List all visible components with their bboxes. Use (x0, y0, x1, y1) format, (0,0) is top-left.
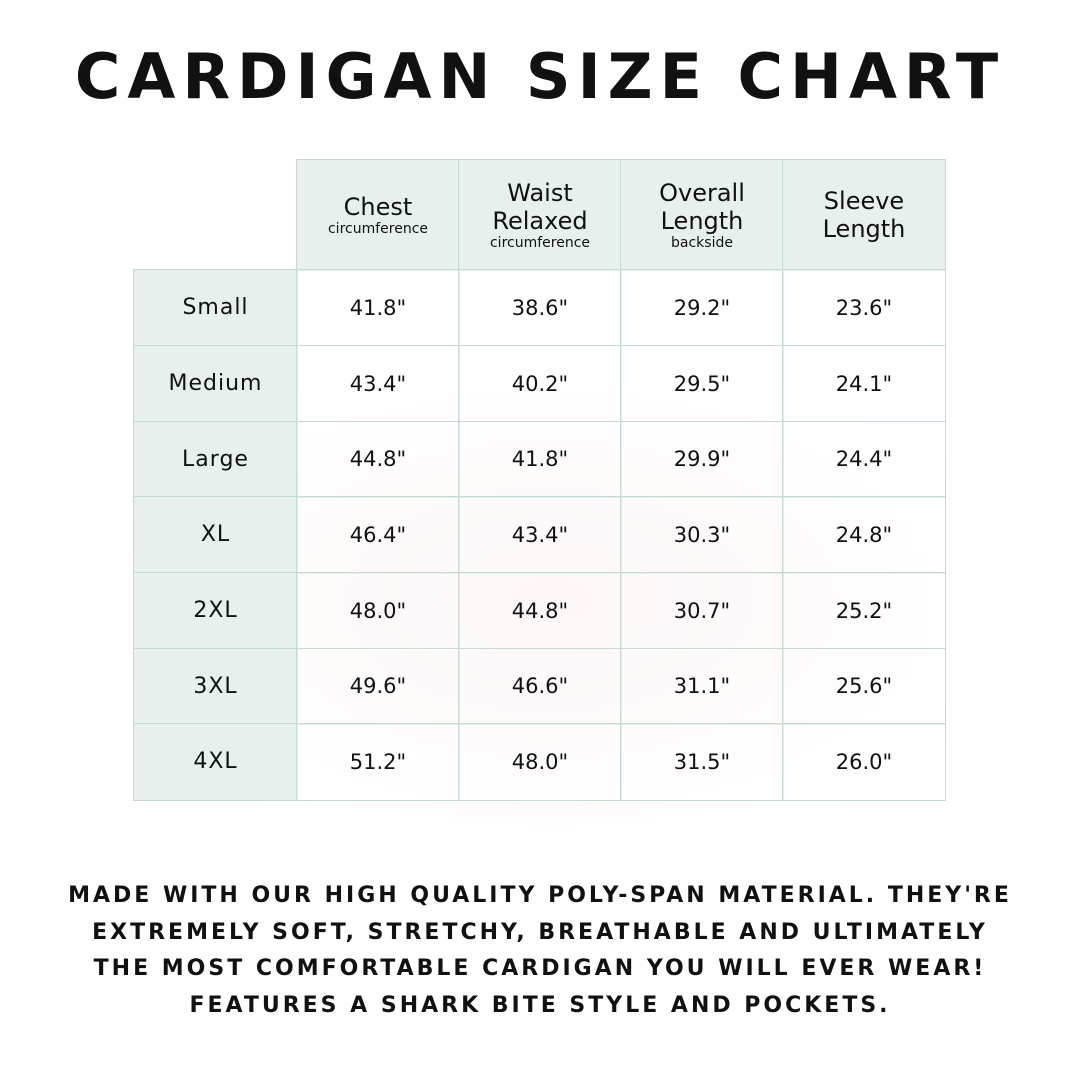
column-sublabel: circumference (327, 221, 429, 237)
cell-text: 25.6" (835, 674, 893, 699)
row-size-label: 4XL (133, 723, 298, 801)
table-cell: 30.7" (620, 572, 784, 650)
cell-text: 43.4" (349, 371, 407, 396)
cell-text: 31.1" (673, 674, 731, 699)
table-cell: 51.2" (296, 723, 460, 801)
table-cell: 38.6" (458, 269, 622, 347)
cell-text: 24.8" (835, 522, 893, 547)
cell-text: 40.2" (511, 371, 569, 396)
cell-text: 30.3" (673, 522, 731, 547)
table-cell: 31.5" (620, 723, 784, 801)
cell-text: Medium (168, 371, 263, 397)
column-sublabel: backside (671, 235, 733, 251)
row-size-label: 3XL (133, 647, 298, 725)
table-cell: 29.9" (620, 420, 784, 498)
description-line: extremely soft, stretchy, breathable and… (92, 919, 988, 945)
table-cell: 29.2" (620, 269, 784, 347)
column-label: Sleeve Length (822, 187, 906, 243)
table-cell: 40.2" (458, 344, 622, 423)
row-size-label: Large (133, 420, 298, 498)
row-size-label: Small (133, 269, 298, 347)
cell-text: 41.8" (511, 447, 569, 472)
cell-text: 30.7" (673, 598, 731, 623)
cell-text: 2XL (193, 598, 238, 624)
table-cell: 48.0" (296, 572, 460, 650)
table-cell: 43.4" (296, 344, 460, 423)
cell-text: 46.4" (349, 522, 407, 547)
cell-text: 29.5" (673, 371, 731, 396)
cell-text: 4XL (193, 749, 238, 775)
column-label: Chest (343, 193, 413, 221)
description-line: the most comfortable cardigan you will e… (93, 956, 987, 981)
cell-text: 24.1" (835, 371, 893, 396)
table-cell: 43.4" (458, 496, 622, 574)
table-cell: 31.1" (620, 647, 784, 725)
description: Made with our high quality poly-span mat… (0, 878, 1080, 1024)
column-header: Chest circumference (296, 159, 460, 271)
cell-text: 51.2" (349, 749, 407, 774)
table-cell: 48.0" (458, 723, 622, 801)
page-title: Cardigan Size Chart (74, 40, 1006, 113)
cell-text: 26.0" (835, 749, 893, 774)
description-line: Features a shark bite style and pockets. (189, 992, 891, 1018)
table-cell: 30.3" (620, 496, 784, 574)
cell-text: 38.6" (511, 295, 569, 320)
table-cell: 41.8" (296, 269, 460, 347)
table-cell: 44.8" (458, 572, 622, 650)
column-header: Sleeve Length (782, 159, 946, 271)
cell-text: XL (200, 522, 231, 548)
size-table: Chest circumference Waist Relaxed circumfer… (133, 159, 946, 801)
cell-text: 41.8" (349, 295, 407, 320)
row-size-label: XL (133, 496, 298, 574)
table-cell: 23.6" (782, 269, 946, 347)
corner-cell (133, 159, 298, 271)
column-label: Overall Length (659, 179, 745, 235)
cell-text: 23.6" (835, 295, 893, 320)
table-cell: 25.2" (782, 572, 946, 650)
table-cell: 46.4" (296, 496, 460, 574)
cell-text: 31.5" (673, 749, 731, 774)
row-size-label: Medium (133, 344, 298, 423)
table-cell: 41.8" (458, 420, 622, 498)
cell-text: 44.8" (349, 447, 407, 472)
cell-text: 44.8" (511, 598, 569, 623)
description-line: Made with our high quality poly-span mat… (68, 883, 1012, 908)
cell-text: 48.0" (511, 749, 569, 774)
table-cell: 49.6" (296, 647, 460, 725)
table-cell: 44.8" (296, 420, 460, 498)
column-label: Waist Relaxed (492, 179, 588, 235)
cell-text: 3XL (193, 673, 238, 699)
cell-text: 48.0" (349, 598, 407, 623)
table-cell: 29.5" (620, 344, 784, 423)
cell-text: 46.6" (511, 674, 569, 699)
column-header: Waist Relaxed circumference (458, 159, 622, 271)
cell-text: 29.2" (673, 295, 731, 320)
cell-text: 29.9" (673, 447, 731, 472)
table-cell: 24.4" (782, 420, 946, 498)
cell-text: 49.6" (349, 674, 407, 699)
table-cell: 25.6" (782, 647, 946, 725)
cell-text: Large (182, 446, 249, 472)
row-size-label: 2XL (133, 572, 298, 650)
column-sublabel: circumference (489, 235, 591, 251)
table-cell: 24.8" (782, 496, 946, 574)
table-cell: 26.0" (782, 723, 946, 801)
cell-text: 43.4" (511, 522, 569, 547)
table-cell: 46.6" (458, 647, 622, 725)
cell-text: 25.2" (835, 598, 893, 623)
column-header: Overall Length backside (620, 159, 784, 271)
table-cell: 24.1" (782, 344, 946, 423)
cell-text: Small (182, 295, 249, 321)
cell-text: 24.4" (835, 447, 893, 472)
